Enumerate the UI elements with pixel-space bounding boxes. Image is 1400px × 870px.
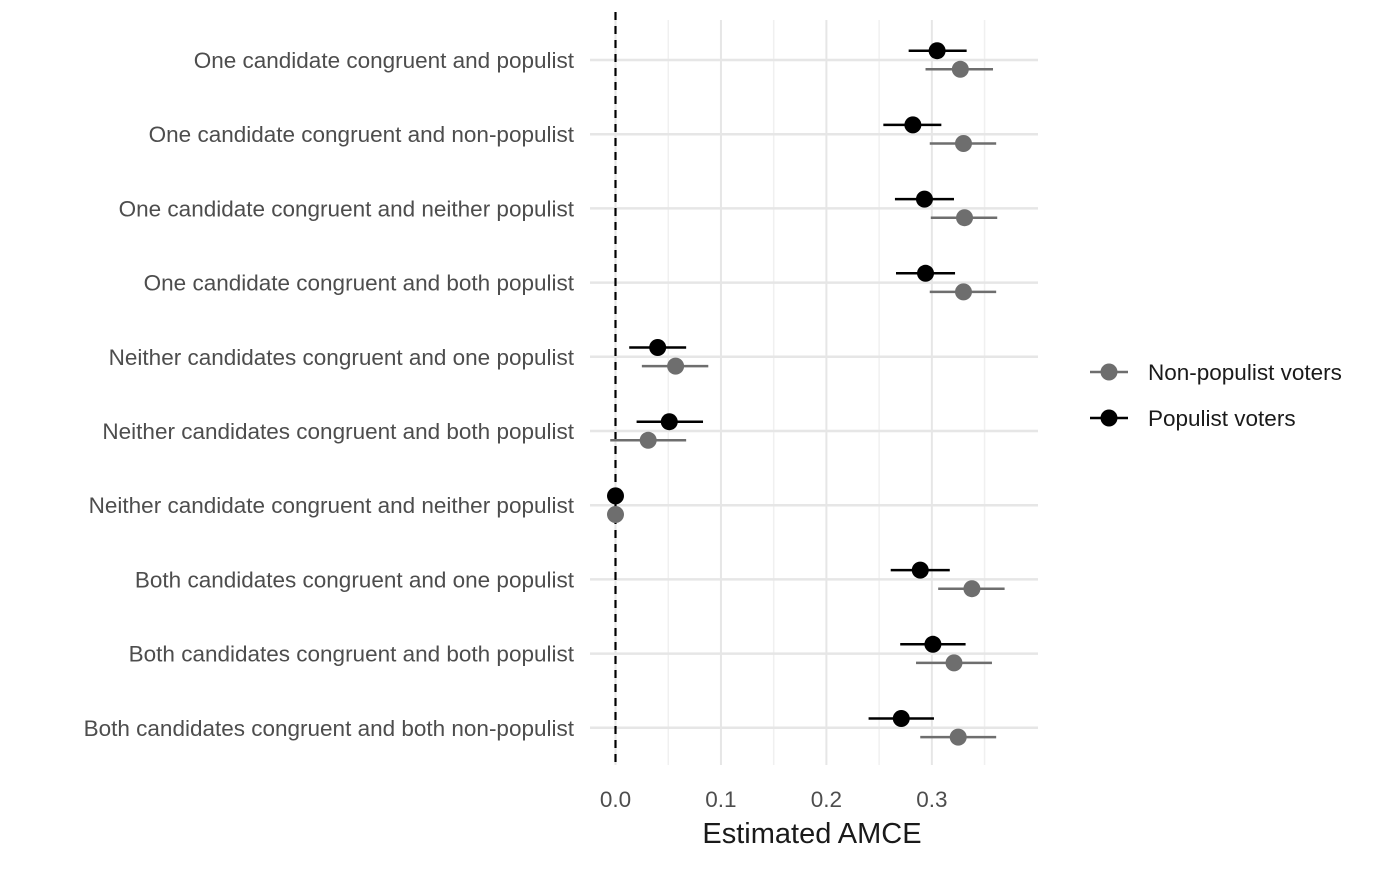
y-tick-label: Neither candidate congruent and neither … xyxy=(89,493,575,518)
y-tick-label: One candidate congruent and non-populist xyxy=(149,122,575,147)
data-point xyxy=(945,654,963,672)
data-point xyxy=(639,431,657,449)
x-tick-label: 0.3 xyxy=(916,787,947,812)
legend-label: Populist voters xyxy=(1148,406,1296,431)
data-point xyxy=(915,190,933,208)
y-tick-label: Neither candidates congruent and one pop… xyxy=(109,345,575,370)
data-point xyxy=(963,580,981,598)
x-axis-title: Estimated AMCE xyxy=(702,818,921,850)
data-point xyxy=(924,635,942,653)
data-point xyxy=(904,116,922,134)
grid-layer xyxy=(590,20,1038,765)
legend-key-point xyxy=(1100,363,1118,381)
y-tick-label: Both candidates congruent and both non-p… xyxy=(84,716,575,741)
y-tick-label: Neither candidates congruent and both po… xyxy=(102,419,574,444)
data-point xyxy=(607,506,624,523)
y-tick-label: One candidate congruent and neither popu… xyxy=(119,196,575,221)
y-tick-label: Both candidates congruent and one populi… xyxy=(135,567,575,592)
data-point xyxy=(956,209,974,227)
data-point xyxy=(949,728,967,746)
data-point xyxy=(954,283,972,301)
y-tick-label: One candidate congruent and both populis… xyxy=(144,271,575,296)
legend-key-point xyxy=(1100,409,1118,427)
x-tick-label: 0.1 xyxy=(705,787,736,812)
data-point xyxy=(928,42,946,60)
y-tick-labels: One candidate congruent and populist One … xyxy=(84,48,575,741)
data-point xyxy=(607,487,624,505)
data-point xyxy=(892,710,910,727)
data-point xyxy=(667,357,685,375)
y-tick-label: One candidate congruent and populist xyxy=(194,48,575,73)
data-point xyxy=(911,561,929,579)
x-tick-label: 0.0 xyxy=(600,787,631,812)
marks-layer xyxy=(607,42,1005,746)
legend-label: Non-populist voters xyxy=(1148,360,1342,385)
data-point xyxy=(951,60,969,78)
data-point xyxy=(954,135,972,152)
x-tick-label: 0.2 xyxy=(811,787,842,812)
data-point xyxy=(649,339,667,356)
x-tick-labels: 0.0 0.1 0.2 0.3 xyxy=(600,787,948,812)
legend: Non-populist voters Populist voters xyxy=(1090,360,1342,431)
data-point xyxy=(917,264,935,282)
y-tick-label: Both candidates congruent and both popul… xyxy=(129,642,575,667)
data-point xyxy=(660,413,678,431)
